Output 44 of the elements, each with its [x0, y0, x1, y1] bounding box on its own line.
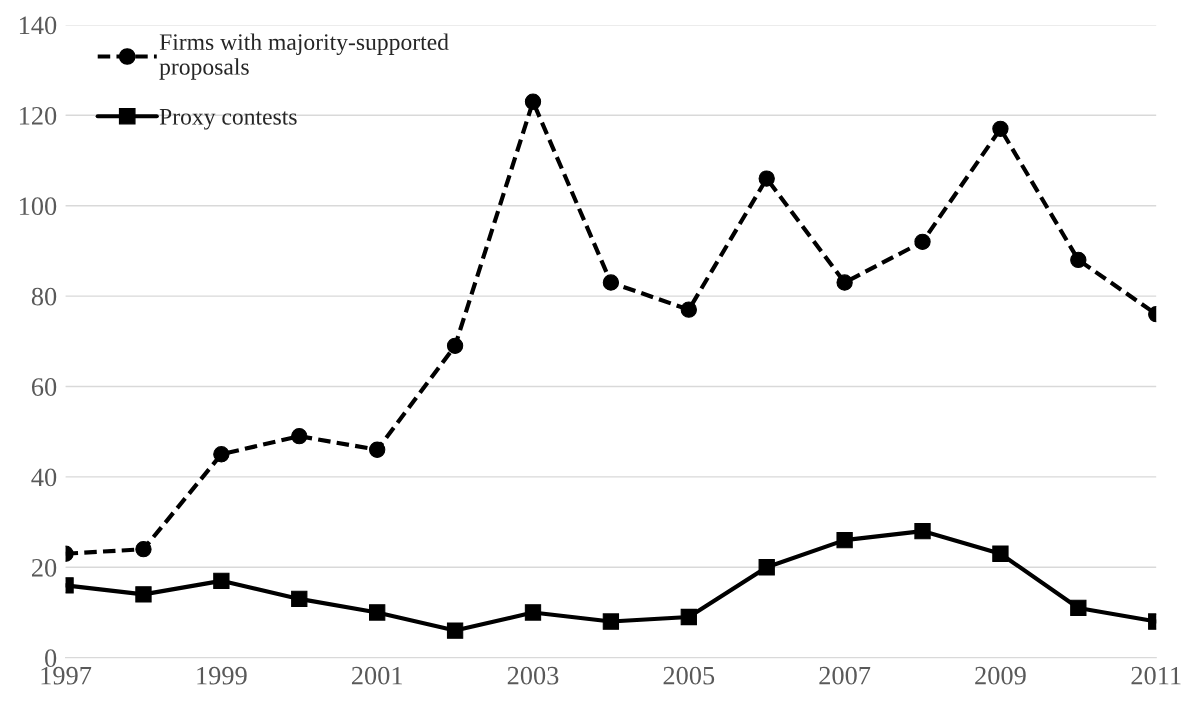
y-tick-label: 60: [31, 378, 57, 396]
point: [914, 233, 931, 250]
x-tick-label: 2011: [1131, 666, 1181, 685]
y-tick-label: 80: [31, 287, 57, 306]
point: [213, 446, 230, 463]
point: [602, 613, 620, 630]
y-tick-label: 100: [19, 197, 57, 216]
x-tick-label: 2007: [819, 666, 871, 685]
point: [291, 428, 308, 445]
point: [680, 608, 697, 626]
point: [992, 545, 1009, 562]
point: [369, 441, 386, 458]
point: [758, 559, 775, 576]
point: [758, 170, 775, 187]
point: [524, 93, 542, 110]
point: [680, 301, 697, 318]
point: [992, 120, 1009, 137]
point: [602, 274, 620, 291]
point: [369, 604, 386, 621]
x-tick-label: 1999: [197, 666, 247, 685]
point: [291, 590, 308, 608]
legend-label: Proxy contests: [159, 109, 297, 130]
point: [135, 541, 152, 558]
point: [213, 572, 230, 589]
point: [524, 604, 542, 621]
point: [1070, 599, 1087, 617]
x-tick-label: 2001: [351, 666, 402, 685]
y-tick-label: 20: [32, 558, 57, 577]
x-tick-label: 2009: [975, 666, 1026, 685]
x-tick-label: 2003: [507, 666, 559, 685]
point: [446, 337, 464, 354]
point: [446, 622, 464, 639]
y-tick-label: 0: [45, 649, 57, 668]
y-tick-label: 40: [31, 468, 57, 487]
point: [836, 532, 853, 549]
x-tick-label: 1997: [41, 666, 92, 685]
point: [135, 586, 152, 603]
x-tick-label: 2005: [663, 666, 715, 685]
legend-label: Firms with majority-supported proposals: [159, 33, 449, 80]
point: [914, 522, 931, 540]
point: [836, 274, 853, 291]
y-tick-label: 140: [19, 16, 57, 35]
point: [1070, 251, 1087, 269]
y-tick-label: 120: [19, 106, 57, 125]
